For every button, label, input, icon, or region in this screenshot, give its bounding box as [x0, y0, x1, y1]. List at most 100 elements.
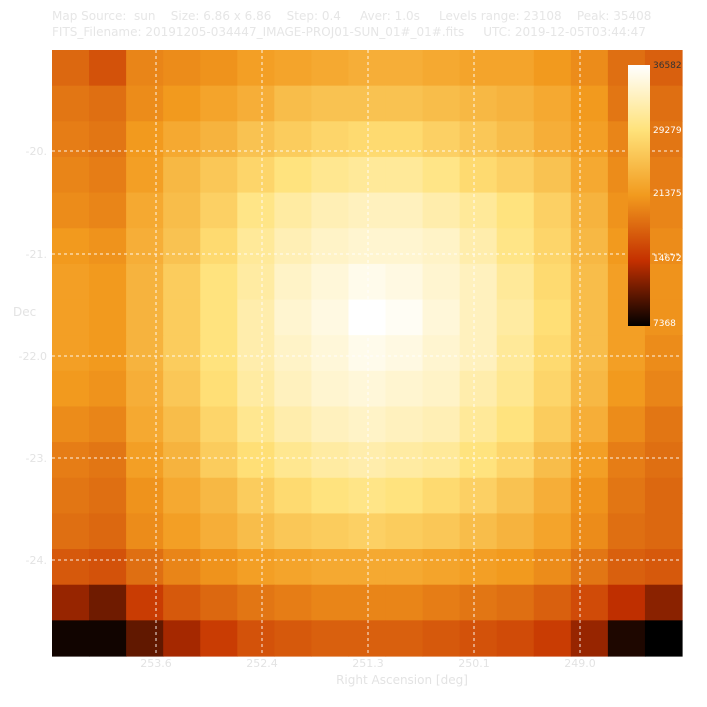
- heatmap-cell: [126, 406, 164, 443]
- heatmap-cell: [52, 121, 90, 158]
- heatmap-cell: [422, 263, 461, 301]
- heatmap-cell: [533, 50, 572, 87]
- heatmap-cell: [52, 85, 90, 122]
- x-tick-label: 249.0: [564, 657, 596, 670]
- heatmap-cell: [385, 228, 424, 265]
- heatmap-cell: [533, 406, 572, 443]
- heatmap-cell: [422, 50, 461, 87]
- heatmap-cell: [274, 299, 313, 336]
- colorbar: 36582 29279 21375 14672 7368: [628, 61, 682, 329]
- heatmap-cell: [348, 50, 387, 87]
- heatmap-cell: [348, 121, 387, 158]
- heatmap-cell: [237, 549, 275, 586]
- heatmap-cell: [126, 549, 164, 586]
- heatmap-cell: [570, 549, 609, 586]
- heatmap-cell: [52, 406, 90, 443]
- heatmap-cell: [274, 549, 313, 586]
- heatmap-cell: [237, 121, 275, 158]
- heatmap-cell: [459, 263, 498, 301]
- heatmap-cell: [52, 299, 90, 336]
- heatmap-cell: [348, 620, 387, 657]
- y-tick-label: -21.: [26, 248, 47, 261]
- heatmap-cell: [89, 513, 127, 550]
- heatmap-cell: [348, 228, 387, 265]
- heatmap-cell: [496, 406, 535, 443]
- heatmap-cell: [533, 335, 572, 372]
- heatmap-cell: [237, 477, 275, 515]
- heatmap-cell: [89, 121, 127, 158]
- heatmap-cells: [52, 50, 683, 657]
- heatmap-cell: [274, 370, 313, 408]
- heatmap-cell: [163, 513, 201, 550]
- heatmap-cell: [533, 477, 572, 515]
- y-tick-label: -20.: [26, 145, 47, 158]
- heatmap-cell: [570, 192, 609, 229]
- heatmap-cell: [126, 335, 164, 372]
- heatmap-cell: [422, 299, 461, 336]
- heatmap-cell: [422, 442, 461, 479]
- heatmap-cell: [533, 85, 572, 122]
- heatmap-cell: [570, 85, 609, 122]
- heatmap-cell: [570, 156, 609, 194]
- heatmap-cell: [52, 620, 90, 657]
- heatmap-cell: [644, 228, 683, 265]
- heatmap-cell: [385, 442, 424, 479]
- heatmap-cell: [496, 335, 535, 372]
- heatmap-cell: [126, 192, 164, 229]
- heatmap-cell: [200, 620, 238, 657]
- heatmap-cell: [52, 370, 90, 408]
- heatmap-cell: [459, 513, 498, 550]
- heatmap-cell: [163, 406, 201, 443]
- heatmap-cell: [311, 121, 350, 158]
- heatmap-cell: [311, 228, 350, 265]
- heatmap-cell: [237, 620, 275, 657]
- heatmap-cell: [237, 228, 275, 265]
- heatmap-cell: [644, 584, 683, 621]
- heatmap-cell: [459, 121, 498, 158]
- heatmap-cell: [163, 85, 201, 122]
- heatmap-cell: [385, 584, 424, 621]
- heatmap-cell: [274, 477, 313, 515]
- heatmap-cell: [89, 406, 127, 443]
- heatmap-cell: [533, 442, 572, 479]
- heatmap-cell: [126, 477, 164, 515]
- heatmap-cell: [311, 442, 350, 479]
- heatmap-cell: [237, 370, 275, 408]
- heatmap-cell: [200, 584, 238, 621]
- heatmap-cell: [385, 263, 424, 301]
- heatmap-cell: [126, 513, 164, 550]
- heatmap-cell: [459, 299, 498, 336]
- heatmap-cell: [496, 299, 535, 336]
- heatmap-cell: [348, 192, 387, 229]
- heatmap-cell: [533, 584, 572, 621]
- heatmap-cell: [570, 406, 609, 443]
- heatmap-cell: [52, 50, 90, 87]
- heatmap-cell: [52, 156, 90, 194]
- heatmap-cell: [126, 299, 164, 336]
- heatmap-cell: [200, 263, 238, 301]
- heatmap-cell: [644, 370, 683, 408]
- heatmap-cell: [52, 549, 90, 586]
- heatmap-cell: [533, 156, 572, 194]
- heatmap-cell: [348, 513, 387, 550]
- heatmap-cell: [496, 263, 535, 301]
- heatmap-cell: [163, 50, 201, 87]
- heatmap-cell: [274, 442, 313, 479]
- x-tick-label: 250.1: [458, 657, 490, 670]
- heatmap-cell: [348, 442, 387, 479]
- map-info-line: Map Source: sun Size: 6.86 x 6.86 Step: …: [52, 9, 652, 23]
- heatmap-cell: [644, 50, 683, 87]
- heatmap-cell: [644, 442, 683, 479]
- heatmap-cell: [570, 50, 609, 87]
- heatmap-cell: [274, 156, 313, 194]
- heatmap-cell: [89, 192, 127, 229]
- heatmap-cell: [459, 192, 498, 229]
- heatmap-cell: [89, 620, 127, 657]
- heatmap-cell: [274, 513, 313, 550]
- colorbar-label: 29279: [653, 126, 682, 136]
- heatmap-cell: [385, 620, 424, 657]
- heatmap-cell: [52, 442, 90, 479]
- heatmap-cell: [385, 549, 424, 586]
- heatmap-cell: [570, 263, 609, 301]
